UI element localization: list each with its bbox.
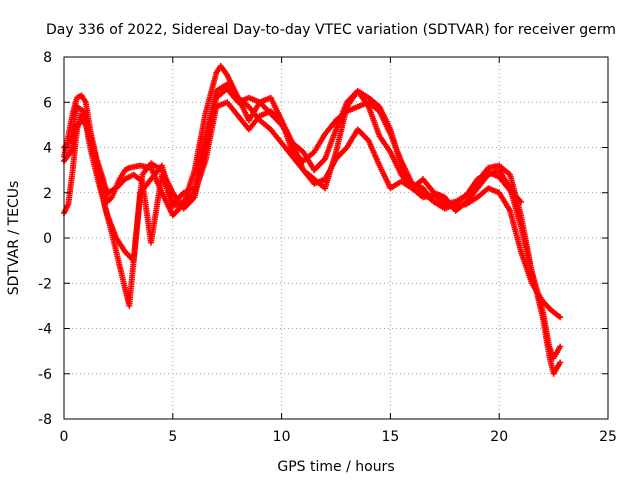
y-tick-label: -4: [38, 322, 52, 338]
y-axis-label: SDTVAR / TECUs: [6, 181, 22, 296]
x-tick-label: 20: [490, 429, 508, 445]
y-tick-label: 6: [43, 95, 52, 111]
x-axis-label: GPS time / hours: [277, 459, 394, 475]
chart-title: Day 336 of 2022, Sidereal Day-to-day VTE…: [46, 22, 616, 38]
data-point: [517, 198, 524, 205]
y-tick-label: -8: [38, 412, 52, 428]
axis-ticks: [63, 56, 609, 420]
y-tick-label: -2: [38, 276, 52, 292]
x-tick-label: 10: [273, 429, 291, 445]
y-tick-label: 8: [43, 50, 52, 66]
y-tick-label: 0: [43, 231, 52, 247]
x-tick-labels: 0 5 10 15 20 25: [60, 429, 617, 445]
x-tick-label: 5: [168, 429, 177, 445]
x-tick-label: 15: [381, 429, 399, 445]
data-point: [557, 359, 564, 366]
x-tick-label: 25: [599, 429, 617, 445]
y-tick-label: -6: [38, 367, 52, 383]
data-series-track-4: [61, 99, 524, 246]
data-point: [557, 343, 564, 350]
x-tick-label: 0: [60, 429, 69, 445]
y-tick-label: 2: [43, 186, 52, 202]
y-tick-labels: -8 -6 -4 -2 0 2 4 6 8: [38, 50, 52, 428]
data-marks: [61, 63, 564, 377]
y-tick-label: 4: [43, 141, 52, 157]
data-point: [557, 314, 564, 321]
